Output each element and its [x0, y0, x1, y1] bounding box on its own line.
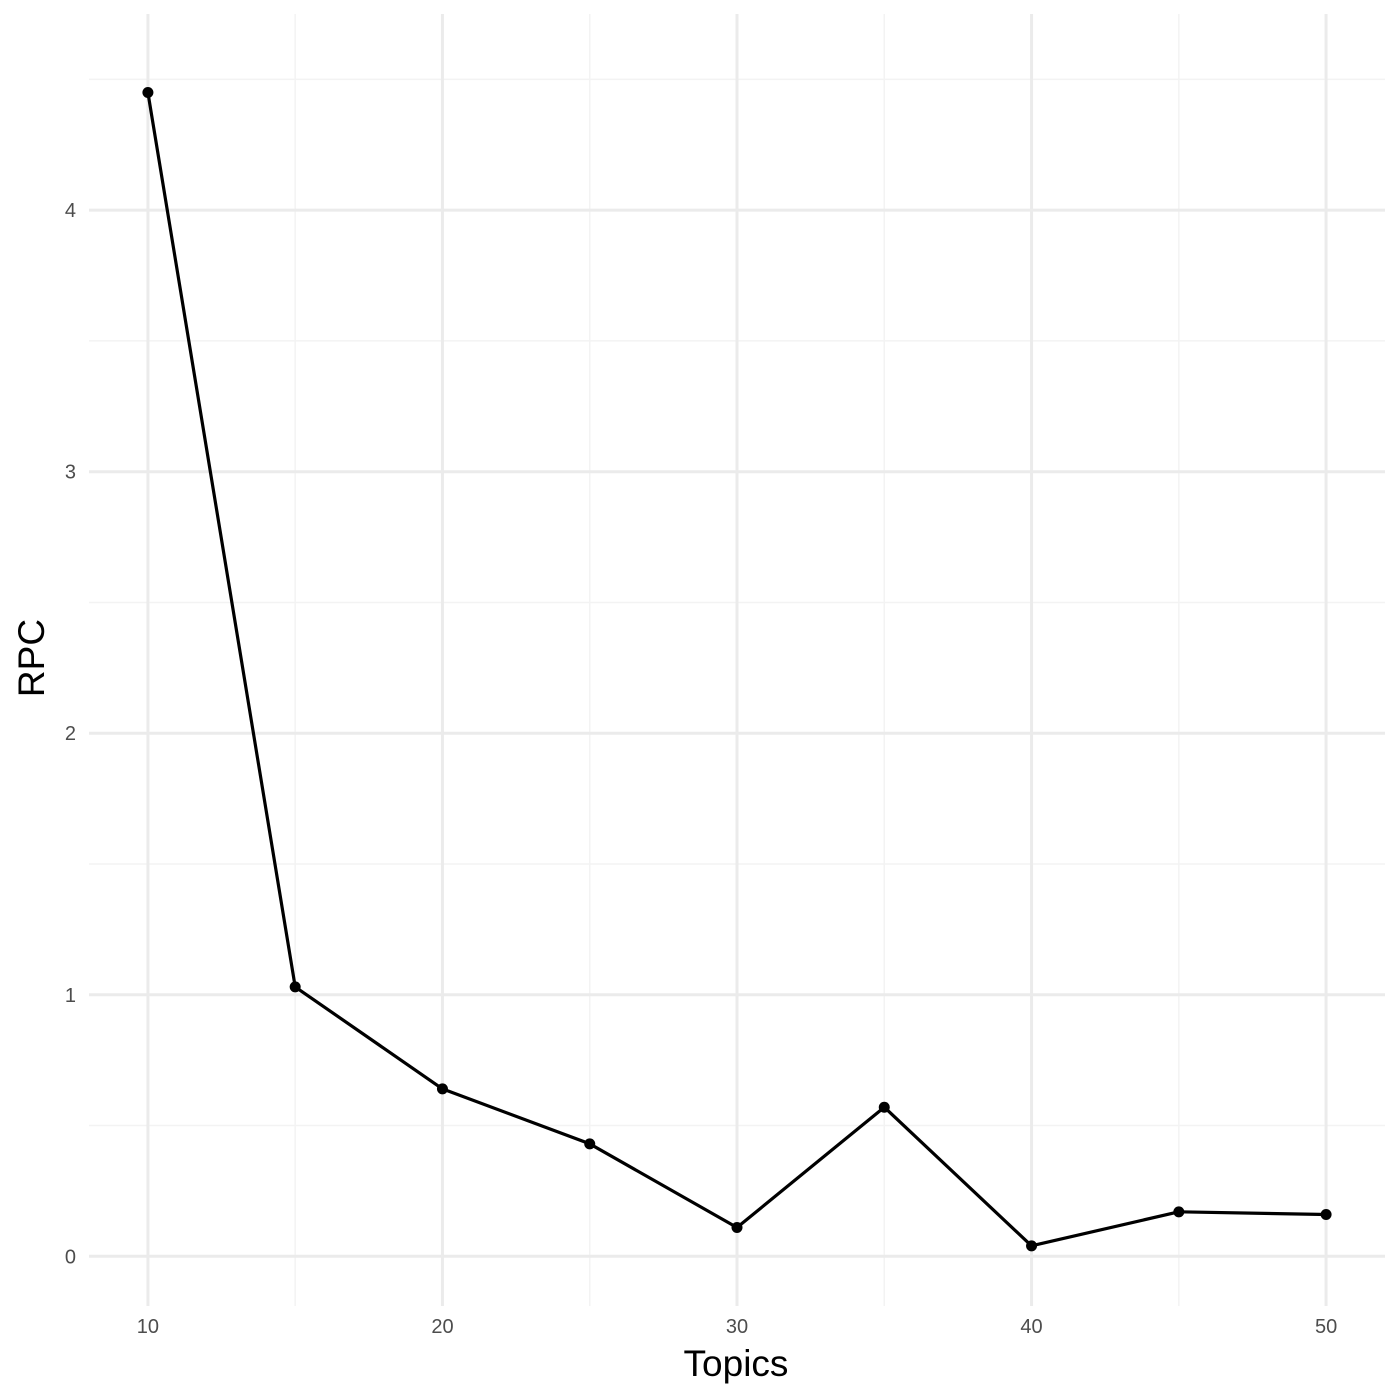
series — [142, 86, 1332, 1252]
x-tick-label: 10 — [137, 1316, 159, 1338]
data-point — [584, 1138, 596, 1150]
grid — [89, 14, 1385, 1306]
data-point — [289, 981, 301, 993]
y-tick-label: 3 — [65, 462, 76, 484]
data-point — [1026, 1240, 1038, 1252]
x-tick-label: 20 — [431, 1316, 453, 1338]
data-point — [731, 1222, 743, 1234]
x-tick-label: 50 — [1315, 1316, 1337, 1338]
y-tick-label: 2 — [65, 723, 76, 745]
data-point — [1320, 1208, 1332, 1220]
tick-labels: 10 20 30 40 50 0 1 2 3 4 — [65, 200, 1337, 1338]
y-tick-label: 0 — [65, 1246, 76, 1268]
x-tick-label: 30 — [726, 1316, 748, 1338]
y-tick-label: 1 — [65, 985, 76, 1007]
y-axis-title: RPC — [11, 619, 52, 697]
data-point — [878, 1101, 890, 1113]
x-tick-label: 40 — [1020, 1316, 1042, 1338]
data-point — [1173, 1206, 1185, 1218]
y-tick-label: 4 — [65, 200, 76, 222]
data-point — [436, 1083, 448, 1095]
data-point — [142, 86, 154, 98]
x-axis-title: Topics — [684, 1343, 789, 1384]
